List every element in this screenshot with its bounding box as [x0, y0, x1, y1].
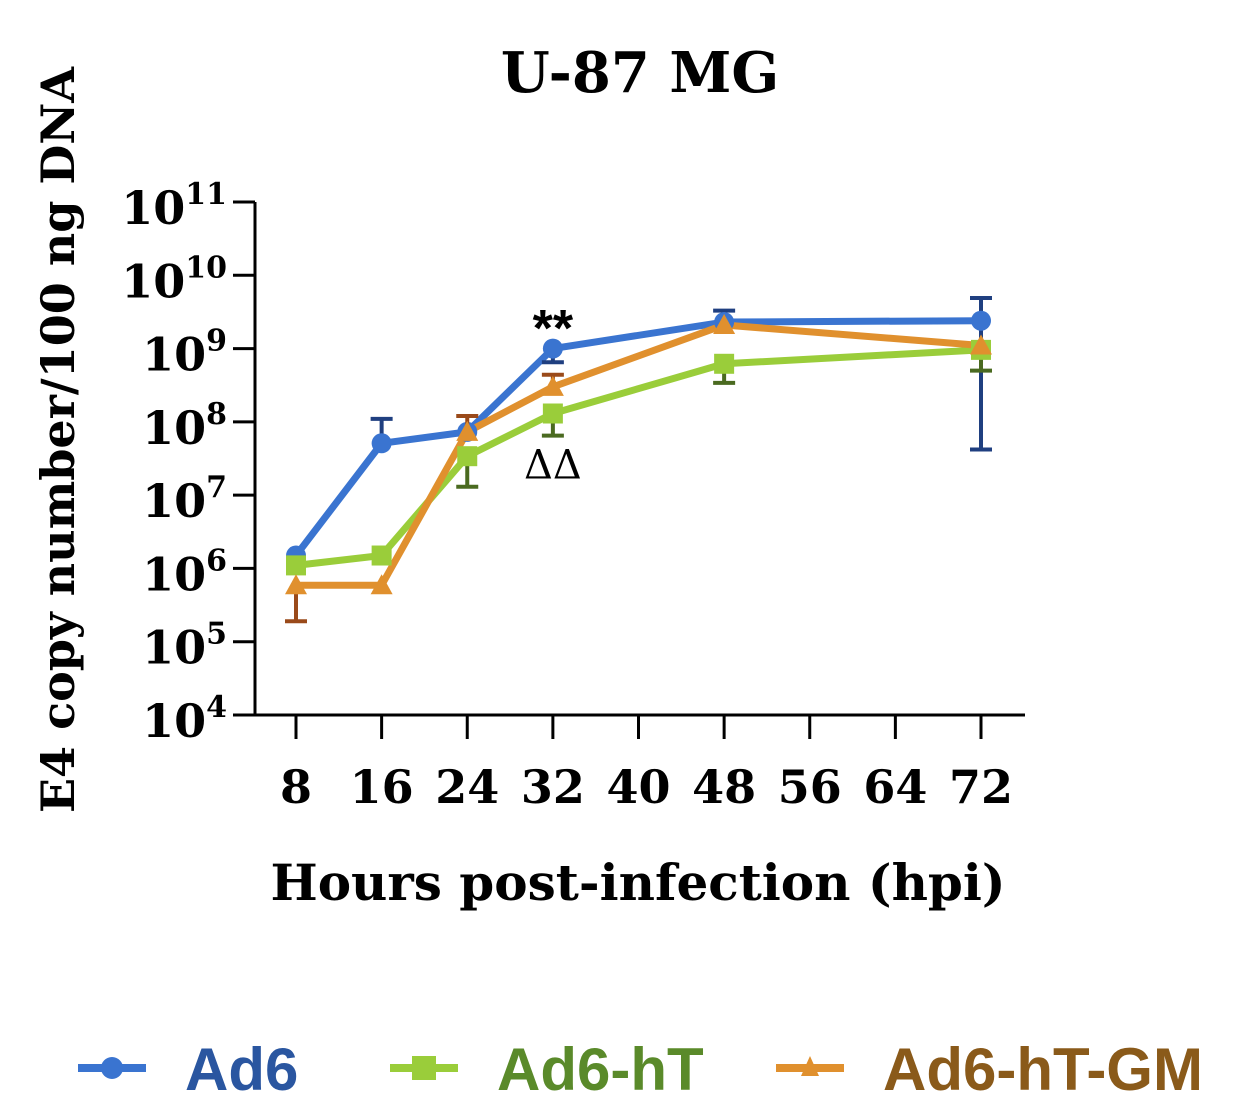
legend-label: Ad6 [185, 1036, 298, 1103]
y-tick-label: 106 [142, 543, 227, 601]
significance-annotation: ΔΔ [524, 443, 582, 489]
series-line-ad6 [293, 317, 982, 558]
data-point [457, 446, 478, 467]
x-tick-label: 40 [606, 760, 670, 814]
x-tick-label: 8 [280, 760, 312, 814]
chart-title: U-87 MG [501, 40, 779, 106]
x-tick-label: 56 [778, 760, 842, 814]
y-axis-label: E4 copy number/100 ng DNA [31, 66, 85, 813]
data-point [371, 433, 392, 454]
y-tick-label: 107 [142, 470, 227, 528]
y-tick-label: 1011 [121, 177, 227, 235]
y-tick-label: 108 [142, 397, 227, 455]
legend-marker-circle [101, 1057, 123, 1079]
x-tick-label: 24 [435, 760, 499, 814]
legend-label: Ad6-hT-GM [883, 1036, 1203, 1103]
data-point [971, 310, 991, 331]
data-point [714, 353, 735, 374]
data-point [456, 420, 479, 441]
x-tick-label: 48 [692, 760, 756, 814]
series-line-ad6-ht-gm [296, 321, 982, 589]
x-tick-label: 32 [521, 760, 585, 814]
legend-marker-triangle [801, 1056, 819, 1076]
x-tick-label: 72 [949, 760, 1013, 814]
data-point [713, 313, 736, 334]
series-line-ad6-ht [295, 346, 982, 569]
x-tick-label: 64 [863, 760, 927, 814]
y-tick-label: 105 [142, 617, 227, 675]
x-tick-label: 16 [350, 760, 414, 814]
y-tick-label: 104 [142, 690, 227, 748]
data-point [286, 555, 306, 576]
y-tick-label: 1010 [121, 250, 227, 308]
y-tick-label: 109 [142, 324, 227, 382]
data-point [542, 403, 563, 424]
data-point [371, 545, 392, 566]
data-point [541, 375, 564, 396]
legend-marker-square [412, 1056, 436, 1080]
x-axis-label: Hours post-infection (hpi) [270, 853, 1005, 912]
data-point [542, 338, 563, 359]
legend-label: Ad6-hT [497, 1036, 704, 1103]
data-point [370, 574, 393, 595]
significance-annotation: ** [533, 300, 574, 358]
data-point [970, 334, 992, 355]
data-point [285, 574, 307, 595]
